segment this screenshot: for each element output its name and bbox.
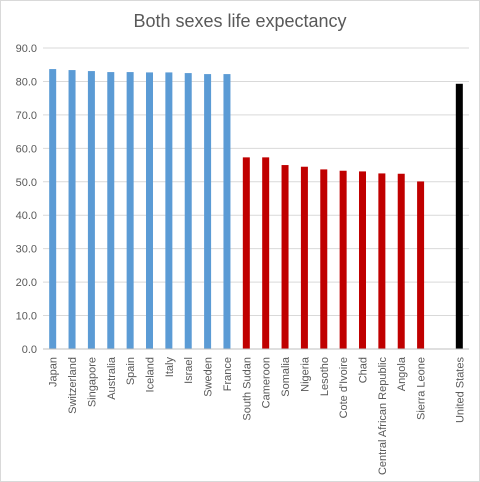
bar-angola xyxy=(397,173,405,349)
bar-lesotho xyxy=(320,169,328,349)
bar-singapore xyxy=(87,71,95,350)
x-tick-label: Switzerland xyxy=(67,357,79,414)
x-tick-label: Japan xyxy=(48,357,60,387)
bar-somalia xyxy=(281,165,289,349)
x-tick-label: Central African Republic xyxy=(377,357,389,476)
y-tick-label: 50.0 xyxy=(16,177,37,189)
y-tick-label: 20.0 xyxy=(16,277,37,289)
x-tick-label: Chad xyxy=(358,357,370,383)
bar-israel xyxy=(184,73,192,349)
x-tick-label: Angola xyxy=(396,356,408,391)
x-tick-label: Australia xyxy=(106,356,118,400)
y-tick-label: 70.0 xyxy=(16,110,37,122)
bar-nigeria xyxy=(300,166,308,349)
x-tick-label: Iceland xyxy=(145,357,157,392)
bar-cote-d-ivoire xyxy=(339,170,347,349)
y-tick-label: 0.0 xyxy=(22,344,37,356)
y-tick-label: 60.0 xyxy=(16,143,37,155)
y-tick-label: 10.0 xyxy=(16,311,37,323)
x-tick-label: France xyxy=(222,357,234,391)
bar-central-african-republic xyxy=(378,173,386,349)
bar-united-states xyxy=(455,83,463,349)
x-tick-label: United States xyxy=(454,357,466,424)
bar-australia xyxy=(107,72,115,349)
x-tick-label: Sierra Leone xyxy=(416,357,428,420)
x-tick-label: South Sudan xyxy=(241,357,253,421)
bar-france xyxy=(223,74,231,349)
x-tick-label: Cote d'Ivoire xyxy=(338,357,350,418)
bar-switzerland xyxy=(68,70,76,349)
bar-south-sudan xyxy=(242,157,250,349)
x-tick-label: Lesotho xyxy=(319,357,331,396)
x-tick-label: Nigeria xyxy=(299,356,311,392)
x-tick-label: Singapore xyxy=(86,357,98,407)
bar-japan xyxy=(49,69,57,349)
x-tick-label: Italy xyxy=(164,357,176,378)
bar-iceland xyxy=(146,72,153,350)
bar-chad xyxy=(359,171,366,349)
bar-sweden xyxy=(204,74,212,349)
x-tick-label: Cameroon xyxy=(261,357,273,408)
y-tick-label: 40.0 xyxy=(16,210,37,222)
bar-sierra-leone xyxy=(417,181,425,349)
y-tick-label: 80.0 xyxy=(16,76,37,88)
x-tick-label: Spain xyxy=(125,357,137,385)
x-tick-label: Somalia xyxy=(280,356,292,397)
x-tick-label: Israel xyxy=(183,357,195,384)
bar-italy xyxy=(165,72,173,350)
bar-spain xyxy=(126,72,134,349)
chart-title: Both sexes life expectancy xyxy=(133,11,347,31)
y-tick-label: 90.0 xyxy=(16,43,37,55)
bar-cameroon xyxy=(262,157,270,349)
x-tick-label: Sweden xyxy=(203,357,215,397)
y-tick-label: 30.0 xyxy=(16,244,37,256)
